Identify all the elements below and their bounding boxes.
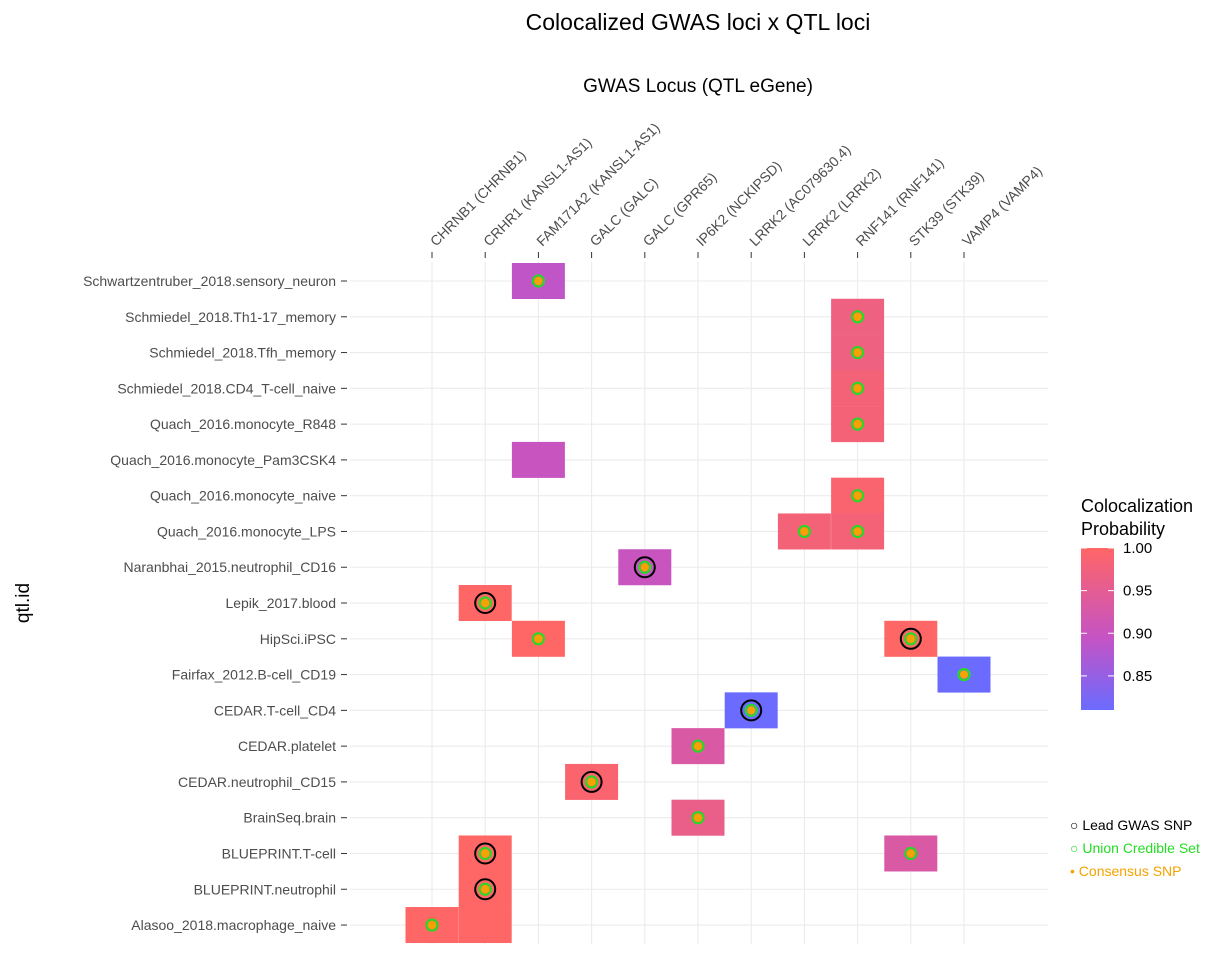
y-axis-ticks: Schwartzentruber_2018.sensory_neuron Schm… bbox=[83, 273, 347, 933]
y-tick-label: Quach_2016.monocyte_naive bbox=[150, 488, 336, 504]
y-tick-label: CEDAR.platelet bbox=[238, 738, 336, 754]
lead-gwas-snp-marker bbox=[580, 770, 603, 793]
y-tick-label: BLUEPRINT.T-cell bbox=[222, 845, 336, 861]
y-tick-label: CEDAR.neutrophil_CD15 bbox=[178, 774, 336, 790]
y-tick-label: Quach_2016.monocyte_Pam3CSK4 bbox=[110, 452, 336, 468]
y-tick-label: Quach_2016.monocyte_LPS bbox=[157, 523, 336, 539]
consensus-snp-marker bbox=[534, 276, 543, 286]
colorbar-tick-label: 0.85 bbox=[1123, 668, 1152, 685]
chart-title: Colocalized GWAS loci x QTL loci bbox=[526, 9, 871, 35]
lead-gwas-snp-marker bbox=[474, 878, 497, 901]
colorbar-legend: Colocalization Probability 1.00 0.95 0.90 0… bbox=[1081, 496, 1193, 710]
union-credible-set-marker bbox=[638, 560, 652, 574]
snp-markers bbox=[425, 274, 971, 932]
consensus-snp-marker bbox=[906, 634, 915, 643]
union-credible-set-marker bbox=[691, 811, 705, 825]
y-tick-label: Lepik_2017.blood bbox=[225, 595, 336, 611]
union-credible-set-marker bbox=[851, 524, 865, 539]
union-credible-set-marker bbox=[851, 489, 865, 503]
consensus-snp-marker bbox=[534, 634, 543, 643]
union-credible-set-marker bbox=[585, 775, 599, 789]
union-credible-set-marker bbox=[531, 274, 546, 288]
consensus-snp-marker bbox=[640, 563, 649, 572]
consensus-snp-marker bbox=[800, 527, 809, 536]
y-tick-label: Schwartzentruber_2018.sensory_neuron bbox=[83, 273, 336, 289]
x-axis-title: GWAS Locus (QTL eGene) bbox=[583, 76, 813, 97]
union-credible-set-marker bbox=[478, 882, 492, 896]
colorbar-title-line2: Probability bbox=[1081, 519, 1165, 539]
consensus-snp-marker bbox=[906, 849, 915, 858]
lead-gwas-snp-marker bbox=[899, 627, 922, 650]
union-credible-set-marker bbox=[851, 345, 865, 360]
marker-legend-entry: • Consensus SNP bbox=[1070, 863, 1182, 879]
union-credible-set-marker bbox=[478, 596, 492, 610]
colorbar-tick-label: 0.90 bbox=[1123, 625, 1152, 642]
consensus-snp-marker bbox=[853, 419, 862, 429]
y-tick-label: Schmiedel_2018.Th1-17_memory bbox=[125, 309, 336, 325]
lead-gwas-snp-marker bbox=[474, 592, 497, 615]
union-credible-set-marker bbox=[691, 739, 705, 753]
marker-legend-entry: ○ Lead GWAS SNP bbox=[1070, 817, 1192, 833]
union-credible-set-marker bbox=[904, 846, 918, 861]
colorbar-tick-label: 0.95 bbox=[1123, 583, 1152, 600]
marker-legend-entry: ○ Union Credible Set bbox=[1070, 840, 1200, 856]
lead-gwas-snp-marker bbox=[474, 842, 497, 865]
y-tick-label: BrainSeq.brain bbox=[243, 810, 336, 826]
consensus-snp-marker bbox=[693, 813, 703, 822]
y-tick-label: Schmiedel_2018.Tfh_memory bbox=[149, 345, 336, 361]
heatmap-tile bbox=[511, 441, 565, 478]
y-tick-label: Quach_2016.monocyte_R848 bbox=[150, 416, 336, 432]
consensus-snp-marker bbox=[853, 527, 862, 536]
colorbar-title-line1: Colocalization bbox=[1081, 496, 1193, 516]
lead-gwas-snp-marker bbox=[740, 699, 763, 722]
y-tick-label: HipSci.iPSC bbox=[260, 631, 336, 647]
y-tick-label: BLUEPRINT.neutrophil bbox=[194, 881, 336, 897]
marker-legend: ○ Lead GWAS SNP ○ Union Credible Set • Con… bbox=[1070, 817, 1200, 879]
union-credible-set-marker bbox=[744, 703, 758, 717]
union-credible-set-marker bbox=[797, 524, 812, 539]
consensus-snp-marker bbox=[587, 777, 596, 787]
colorbar-tick-label: 1.00 bbox=[1123, 540, 1152, 557]
colorbar-gradient bbox=[1081, 548, 1114, 710]
union-credible-set-marker bbox=[425, 918, 439, 932]
consensus-snp-marker bbox=[481, 849, 490, 858]
consensus-snp-marker bbox=[853, 312, 862, 321]
consensus-snp-marker bbox=[853, 348, 862, 357]
y-axis-title: qtl.id bbox=[13, 583, 34, 623]
y-tick-label: Alasoo_2018.macrophage_naive bbox=[131, 917, 336, 933]
union-credible-set-marker bbox=[851, 381, 865, 395]
consensus-snp-marker bbox=[481, 885, 490, 894]
consensus-snp-marker bbox=[481, 598, 490, 608]
consensus-snp-marker bbox=[853, 491, 862, 500]
consensus-snp-marker bbox=[693, 741, 703, 751]
union-credible-set-marker bbox=[851, 310, 865, 324]
y-tick-label: CEDAR.T-cell_CD4 bbox=[214, 702, 336, 718]
union-credible-set-marker bbox=[531, 632, 546, 646]
union-credible-set-marker bbox=[851, 417, 865, 431]
consensus-snp-marker bbox=[959, 670, 969, 679]
y-tick-label: Schmiedel_2018.CD4_T-cell_naive bbox=[117, 380, 336, 396]
union-credible-set-marker bbox=[957, 667, 971, 682]
y-tick-label: Naranbhai_2015.neutrophil_CD16 bbox=[124, 559, 337, 575]
union-credible-set-marker bbox=[478, 846, 492, 861]
heatmap-tiles bbox=[405, 263, 991, 944]
colorbar-ticks: 1.00 0.95 0.90 0.85 bbox=[1081, 540, 1152, 685]
consensus-snp-marker bbox=[427, 920, 437, 930]
consensus-snp-marker bbox=[853, 384, 862, 393]
y-tick-label: Fairfax_2012.B-cell_CD19 bbox=[172, 667, 336, 683]
union-credible-set-marker bbox=[904, 632, 918, 646]
consensus-snp-marker bbox=[747, 706, 756, 715]
heatmap-tile bbox=[458, 907, 512, 944]
lead-gwas-snp-marker bbox=[633, 556, 656, 579]
